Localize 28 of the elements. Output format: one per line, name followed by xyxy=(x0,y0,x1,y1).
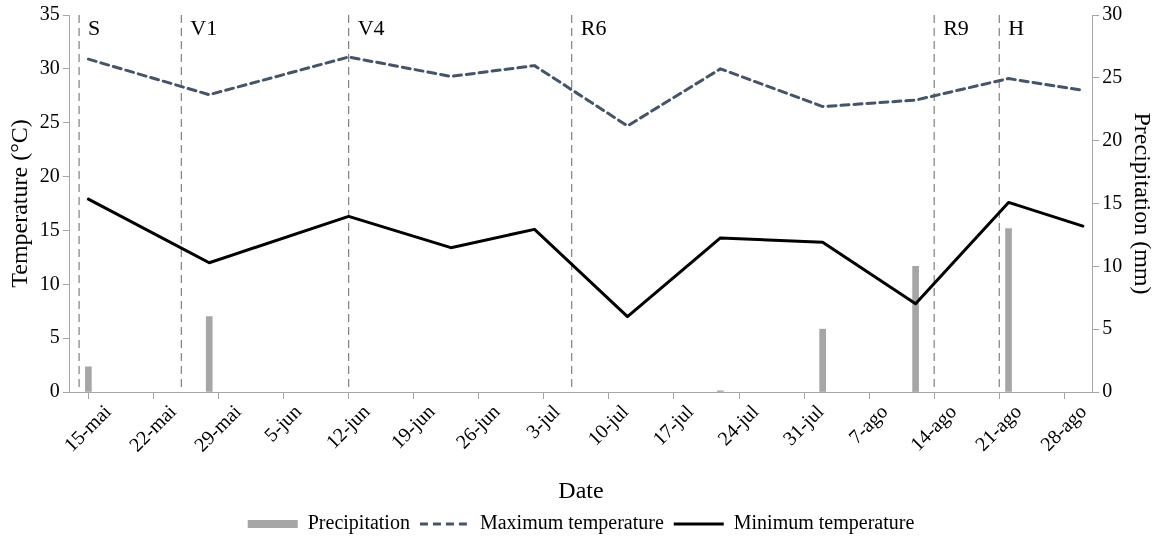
y-tick-label: 0 xyxy=(49,379,60,402)
ref-line-label: R6 xyxy=(580,14,607,40)
ref-line-label: V1 xyxy=(190,14,218,40)
y-tick-label: 35 xyxy=(39,2,60,25)
y-tick-label: 25 xyxy=(39,109,60,132)
y-tick-label: 5 xyxy=(49,325,60,348)
x-axis-title: Date xyxy=(558,477,604,504)
y2-tick-label: 20 xyxy=(1102,127,1123,150)
x-tick-label: 5-jun xyxy=(259,400,306,447)
y2-tick-label: 0 xyxy=(1102,379,1113,402)
ref-line-label: H xyxy=(1008,14,1025,40)
y2-tick-label: 5 xyxy=(1102,316,1113,339)
legend-label: Minimum temperature xyxy=(733,511,915,535)
ref-line-label: R9 xyxy=(943,14,969,40)
y-tick-label: 10 xyxy=(39,271,60,294)
y-axis-title: Temperature (°C) xyxy=(5,119,32,288)
ref-line-label: V4 xyxy=(357,14,385,40)
y-tick-label: 30 xyxy=(39,56,60,79)
ref-line-label: S xyxy=(88,14,101,40)
y2-tick-label: 25 xyxy=(1102,65,1123,88)
y-tick-label: 15 xyxy=(39,217,60,240)
y2-axis-title: Precipitation (mm) xyxy=(1130,112,1157,295)
y-tick-label: 20 xyxy=(39,163,60,186)
y2-tick-label: 10 xyxy=(1102,253,1123,276)
legend-label: Precipitation xyxy=(307,511,410,535)
legend-label: Maximum temperature xyxy=(479,511,664,535)
y2-tick-label: 15 xyxy=(1102,190,1123,213)
y2-tick-label: 30 xyxy=(1102,2,1123,25)
